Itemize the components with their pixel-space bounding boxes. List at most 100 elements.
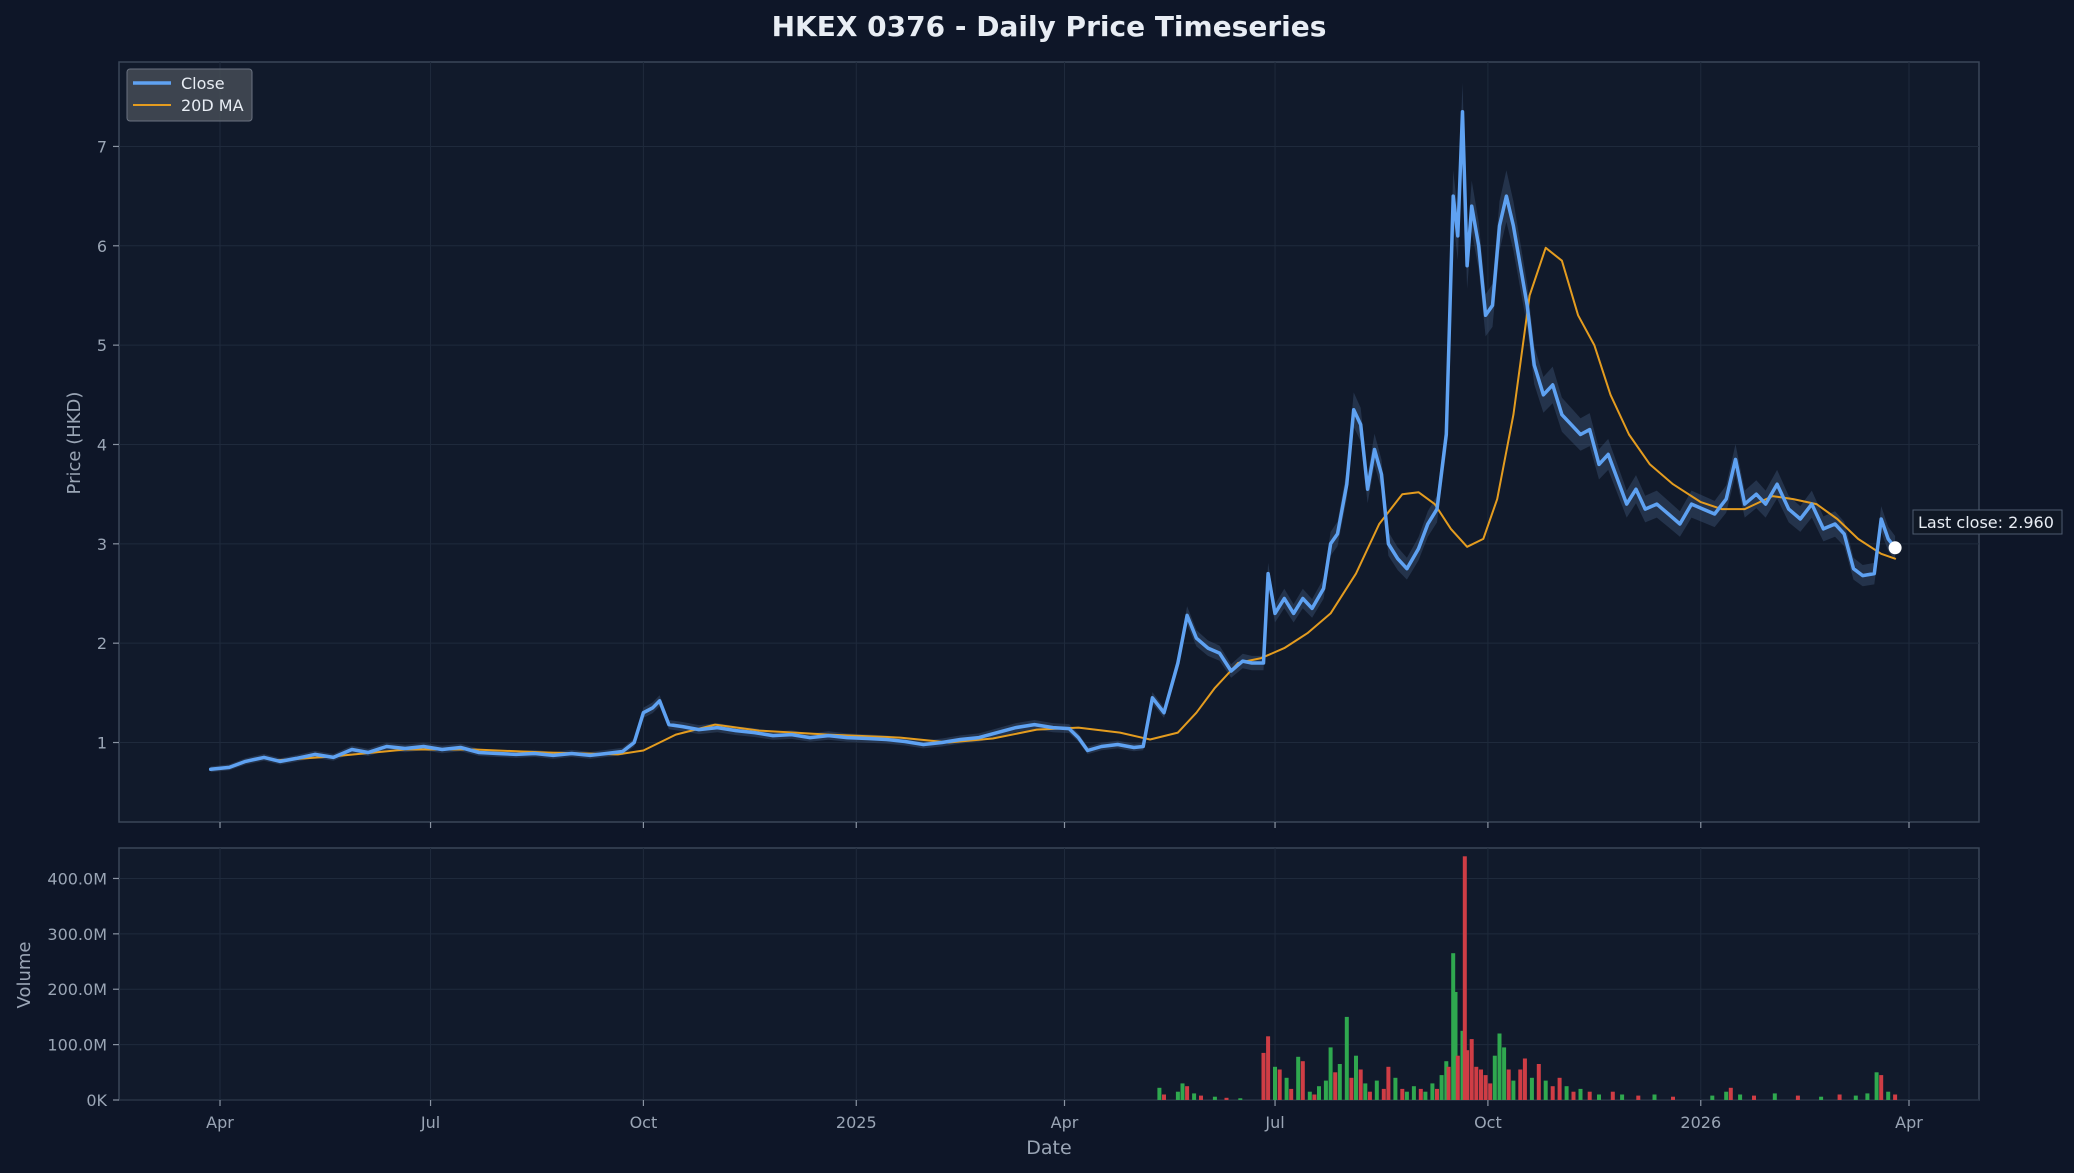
- volume-bar: [1333, 1072, 1338, 1100]
- volume-bar: [1469, 1039, 1474, 1100]
- volume-bar: [1837, 1094, 1842, 1100]
- volume-bar: [1180, 1083, 1185, 1100]
- volume-bar: [1284, 1077, 1289, 1100]
- x-tick-label: Jul: [1264, 1113, 1284, 1132]
- volume-bar: [1492, 1055, 1497, 1100]
- volume-bar: [1404, 1091, 1409, 1100]
- volume-bar: [1261, 1052, 1266, 1100]
- volume-bar: [1192, 1093, 1197, 1100]
- x-tick-label: Jul: [420, 1113, 440, 1132]
- legend-label-close: Close: [181, 74, 225, 93]
- x-tick-label: 2026: [1680, 1113, 1721, 1132]
- close-line: [208, 109, 1897, 772]
- x-tick-label: Oct: [630, 1113, 658, 1132]
- x-tick-label: Oct: [1474, 1113, 1502, 1132]
- volume-bar: [1865, 1093, 1870, 1100]
- volume-gridlines: [119, 848, 1979, 1101]
- volume-bar: [1724, 1091, 1729, 1100]
- price-y-tick-label: 5: [97, 336, 107, 355]
- volume-bar: [1874, 1072, 1879, 1100]
- x-tick-label: Apr: [1051, 1113, 1079, 1132]
- volume-bar: [1479, 1069, 1483, 1100]
- volume-bar: [1455, 1055, 1460, 1100]
- volume-y-tick-label: 400.0M: [47, 869, 107, 888]
- volume-bar: [1529, 1077, 1534, 1100]
- volume-y-tick-label: 300.0M: [47, 925, 107, 944]
- volume-bar: [1752, 1095, 1756, 1100]
- price-y-tick-label: 3: [97, 535, 107, 554]
- legend-label-20d-ma: 20D MA: [181, 96, 244, 115]
- x-axis-label: Date: [1026, 1137, 1071, 1159]
- volume-bar: [1344, 1016, 1349, 1100]
- volume-bar: [1465, 1050, 1470, 1100]
- volume-bar: [1423, 1091, 1428, 1100]
- volume-bar: [1312, 1094, 1317, 1100]
- volume-bar: [1522, 1058, 1527, 1100]
- volume-bar: [1328, 1047, 1333, 1100]
- volume-bar: [1266, 1036, 1271, 1100]
- volume-bar: [1772, 1093, 1777, 1100]
- volume-y-tick-label: 100.0M: [47, 1036, 107, 1055]
- x-tick-label: 2025: [836, 1113, 877, 1132]
- volume-bar: [1430, 1083, 1435, 1100]
- volume-bar: [1238, 1098, 1243, 1100]
- volume-bar: [1185, 1086, 1190, 1100]
- x-tick-label: Apr: [206, 1113, 234, 1132]
- volume-bar: [1224, 1097, 1229, 1100]
- volume-bars: [1157, 856, 1898, 1100]
- volume-bar: [1300, 1061, 1305, 1100]
- ma-20d-line: [274, 246, 1897, 762]
- price-y-tick-label: 6: [97, 237, 107, 256]
- volume-bar: [1483, 1075, 1488, 1100]
- price-series: [208, 109, 1897, 772]
- volume-bar: [1358, 1069, 1363, 1100]
- volume-bar: [1610, 1091, 1615, 1100]
- volume-bar: [1451, 953, 1456, 1100]
- volume-bar: [1518, 1069, 1523, 1100]
- volume-bar: [1317, 1086, 1321, 1100]
- volume-bar: [1363, 1083, 1368, 1100]
- volume-bar: [1620, 1094, 1625, 1100]
- volume-bar: [1439, 1075, 1444, 1100]
- legend: Close 20D MA: [126, 68, 253, 122]
- volume-plot-area: [118, 847, 1980, 1101]
- volume-bar: [1367, 1091, 1372, 1100]
- volume-bar: [1435, 1088, 1439, 1100]
- volume-bar: [1652, 1094, 1657, 1100]
- price-y-tick-label: 7: [97, 137, 107, 156]
- volume-bar: [1307, 1091, 1312, 1100]
- volume-bar: [1853, 1095, 1858, 1100]
- volume-bar: [1893, 1094, 1898, 1100]
- last-close-marker: [1888, 541, 1902, 555]
- volume-bar: [1636, 1095, 1641, 1100]
- price-y-tick-label: 2: [97, 634, 107, 653]
- volume-bar: [1418, 1088, 1423, 1100]
- volume-bar: [1446, 1066, 1451, 1100]
- price-y-axis-label: Price (HKD): [64, 392, 85, 495]
- price-y-axis: 1 2 3 4 5 6 7: [97, 137, 119, 753]
- volume-bar: [1543, 1080, 1548, 1100]
- last-close-box: [1912, 509, 2063, 535]
- volume-bar: [1289, 1088, 1294, 1100]
- volume-bar: [1578, 1088, 1583, 1100]
- volume-bar: [1277, 1069, 1282, 1100]
- chart-title: HKEX 0376 - Daily Price Timeseries: [772, 10, 1327, 43]
- volume-y-axis-label: Volume: [14, 942, 35, 1009]
- volume-bar: [1296, 1056, 1301, 1100]
- volume-bar: [1557, 1077, 1562, 1100]
- volume-y-axis: 0K 100.0M 200.0M 300.0M 400.0M: [47, 869, 119, 1110]
- volume-bar: [1488, 1083, 1493, 1100]
- price-gridlines: [119, 62, 1979, 822]
- price-panel: 1 2 3 4 5 6 7 Price (HKD) Last close: 2.960 Cl…: [64, 61, 2063, 823]
- x-tick-label: Apr: [1895, 1113, 1923, 1132]
- volume-bar: [1564, 1086, 1569, 1100]
- volume-y-tick-label: 0K: [86, 1091, 107, 1110]
- volume-bar: [1550, 1086, 1555, 1100]
- volume-bar: [1710, 1095, 1715, 1100]
- price-y-tick-label: 1: [97, 734, 107, 753]
- volume-bar: [1175, 1091, 1180, 1100]
- volume-bar: [1386, 1066, 1391, 1100]
- volume-y-tick-label: 200.0M: [47, 980, 107, 999]
- volume-bar: [1354, 1055, 1358, 1100]
- volume-bar: [1400, 1088, 1405, 1100]
